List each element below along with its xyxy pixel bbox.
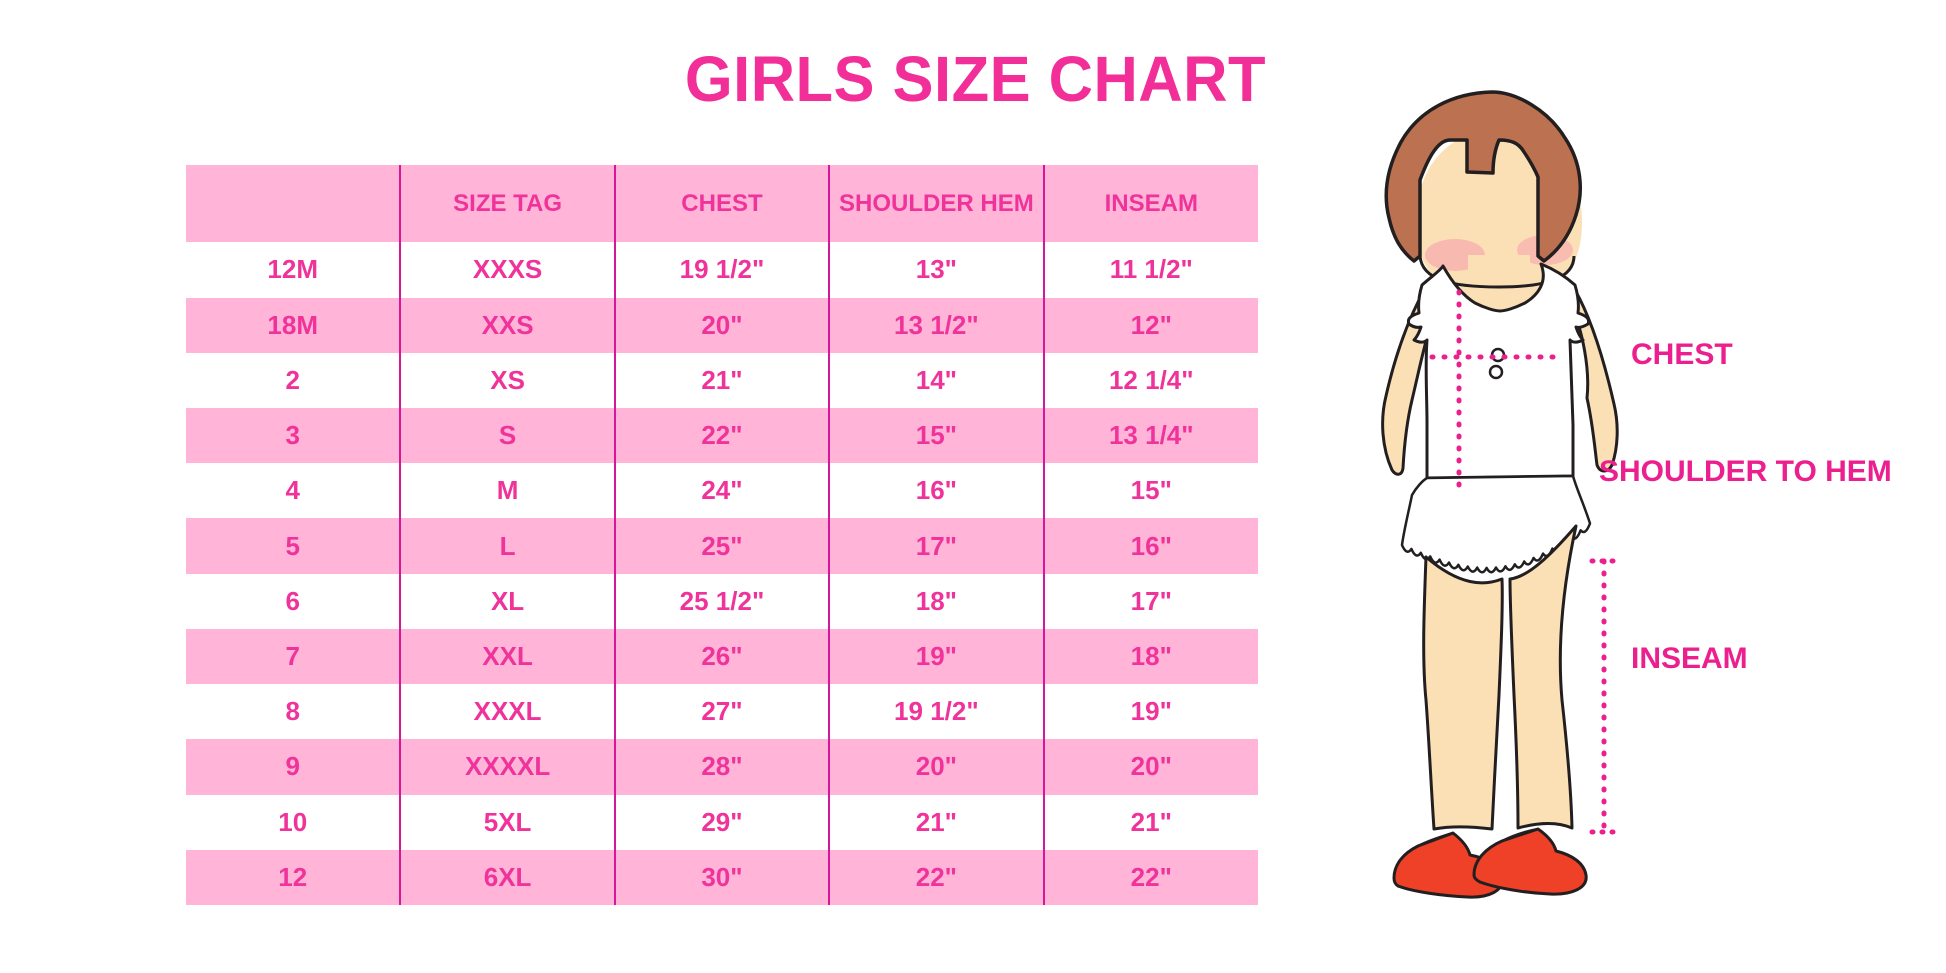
svg-text:CHEST: CHEST (1631, 338, 1733, 371)
svg-text:SHOULDER TO HEM: SHOULDER TO HEM (1599, 455, 1892, 488)
svg-text:INSEAM: INSEAM (1631, 642, 1748, 675)
